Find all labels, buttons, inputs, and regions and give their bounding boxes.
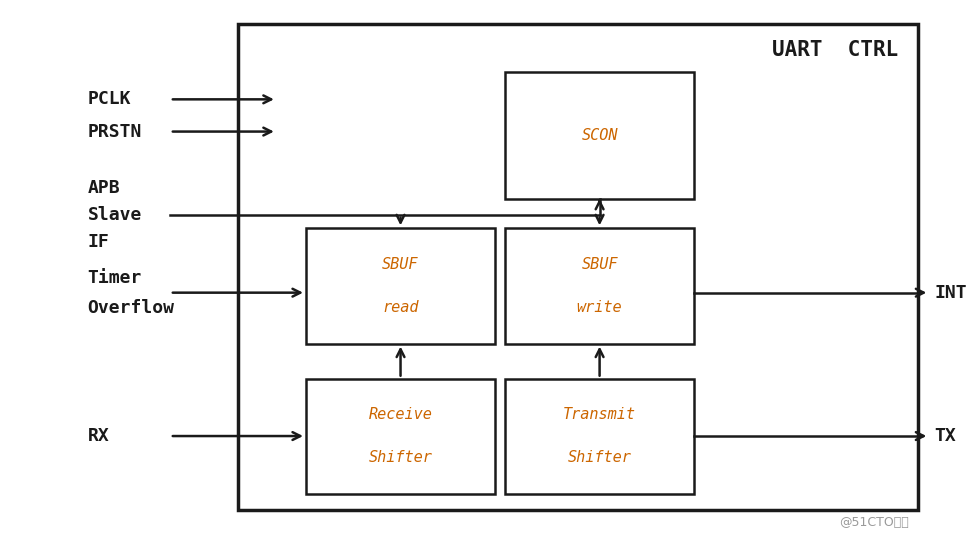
Text: INT: INT [934,284,967,302]
Text: IF: IF [87,233,109,251]
Text: SBUF: SBUF [383,257,419,272]
Text: @51CTO博客: @51CTO博客 [839,516,909,529]
Text: read: read [383,300,419,315]
Text: Transmit: Transmit [563,408,636,422]
Bar [306,379,495,494]
Text: Shifter: Shifter [369,451,432,465]
Text: Shifter: Shifter [568,451,631,465]
Bar [505,379,694,494]
Text: PRSTN: PRSTN [87,122,142,141]
Text: SCON: SCON [582,128,618,143]
Text: Overflow: Overflow [87,299,175,317]
Text: PCLK: PCLK [87,90,131,108]
Text: Receive: Receive [369,408,432,422]
Text: write: write [577,300,622,315]
Text: UART  CTRL: UART CTRL [772,40,898,60]
Text: SBUF: SBUF [582,257,618,272]
Bar [238,24,918,510]
Bar [505,72,694,199]
Text: TX: TX [934,427,955,445]
Text: Slave: Slave [87,206,142,224]
Bar [306,228,495,344]
Bar [505,228,694,344]
Text: RX: RX [87,427,109,445]
Text: APB: APB [87,179,120,197]
Text: Timer: Timer [87,268,142,287]
